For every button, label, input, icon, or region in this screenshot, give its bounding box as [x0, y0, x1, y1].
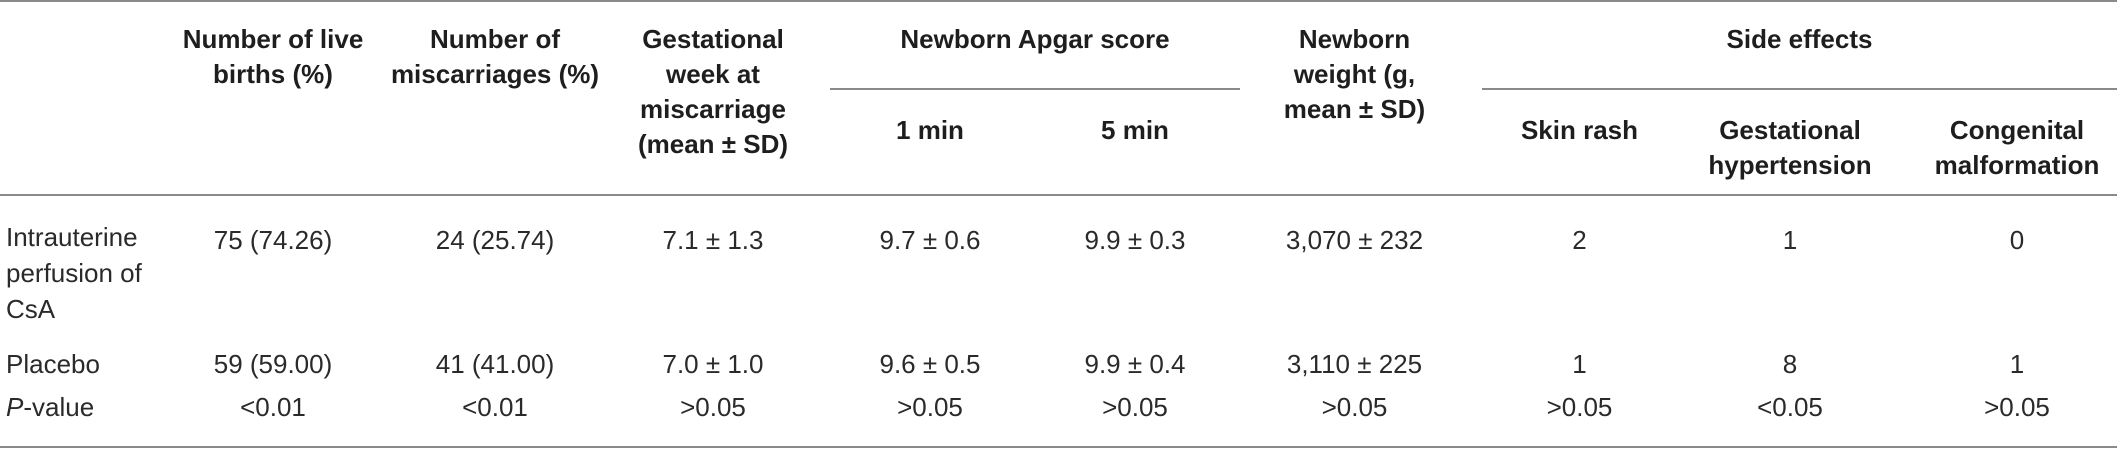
table-cell: >0.05 [1984, 392, 2050, 422]
header-bottom-rule [0, 194, 2117, 196]
row-label-csa: Intrauterine perfusion of CsA [6, 222, 142, 324]
header-miscarriages: Number of miscarriages (%) [390, 24, 600, 89]
header-apgar-5min: 5 min [1101, 115, 1169, 145]
table-cell: <0.01 [462, 392, 528, 422]
table-cell: >0.05 [897, 392, 963, 422]
bottom-rule [0, 446, 2117, 448]
row-label-placebo: Placebo [6, 349, 100, 379]
table-cell: >0.05 [1321, 392, 1388, 422]
table-cell: 0 [2009, 225, 2025, 255]
table-cell: 8 [1782, 349, 1798, 379]
row-label-p-value: P-value [6, 389, 166, 425]
header-side-effects: Side effects [1726, 24, 1873, 54]
table-cell: 1 [2009, 349, 2025, 379]
table-cell: 41 (41.00) [435, 349, 555, 379]
header-congenital-malformation: Congenital malformation [1934, 115, 2100, 180]
table-cell: 3,110 ± 225 [1286, 349, 1423, 379]
table-cell: 1 [1782, 225, 1798, 255]
header-gestational-hypertension: Gestational hypertension [1708, 115, 1872, 180]
header-apgar-1min: 1 min [896, 115, 964, 145]
side-effects-group-rule [1482, 88, 2117, 90]
table-cell: <0.01 [240, 392, 306, 422]
table-cell: 1 [1572, 349, 1587, 379]
apgar-group-rule [830, 88, 1240, 90]
header-newborn-weight: Newborn weight (g, mean ± SD) [1283, 24, 1426, 124]
header-gestational-week: Gestational week at miscarriage (mean ± … [637, 24, 789, 159]
table-cell: >0.05 [680, 392, 746, 422]
table-cell: 7.0 ± 1.0 [662, 349, 764, 379]
table-cell: <0.05 [1757, 392, 1823, 422]
table-cell: 7.1 ± 1.3 [662, 225, 764, 255]
table-cell: 75 (74.26) [213, 225, 333, 255]
table-cell: 9.7 ± 0.6 [879, 225, 981, 255]
table-cell: 24 (25.74) [435, 225, 555, 255]
header-live-births: Number of live births (%) [182, 24, 364, 89]
table-cell: 59 (59.00) [213, 349, 333, 379]
table-cell: >0.05 [1102, 392, 1168, 422]
table-cell: >0.05 [1546, 392, 1613, 422]
table-cell: 9.6 ± 0.5 [879, 349, 981, 379]
table-cell: 9.9 ± 0.4 [1084, 349, 1186, 379]
table-cell: 9.9 ± 0.3 [1084, 225, 1186, 255]
table-cell: 2 [1572, 225, 1587, 255]
header-skin-rash: Skin rash [1520, 115, 1639, 145]
header-apgar-score: Newborn Apgar score [900, 24, 1170, 54]
p-symbol: P [6, 392, 24, 422]
p-value-suffix: -value [23, 392, 95, 422]
table-cell: 3,070 ± 232 [1285, 225, 1424, 255]
top-rule [0, 0, 2117, 2]
